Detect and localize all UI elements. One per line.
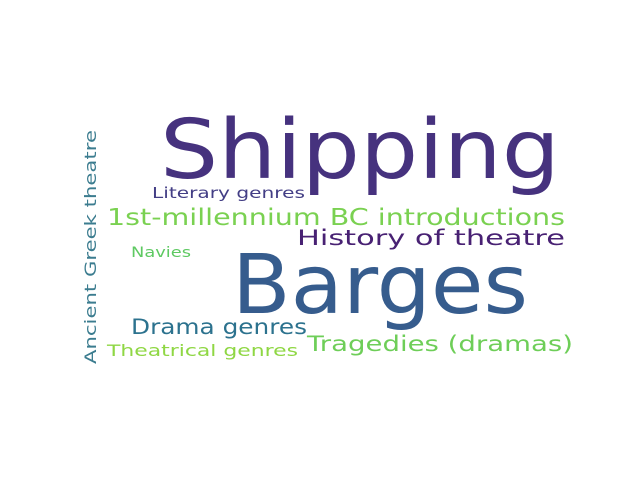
word-tragedies-dramas: Tragedies (dramas) [307, 332, 573, 356]
word-shipping: Shipping [160, 103, 560, 198]
word-1st-millennium-bc-introductions: 1st-millennium BC introductions [107, 205, 565, 231]
word-theatrical-genres: Theatrical genres [107, 341, 298, 360]
word-ancient-greek-theatre: Ancient Greek theatre [81, 130, 100, 364]
word-history-of-theatre: History of theatre [297, 226, 565, 250]
word-drama-genres: Drama genres [131, 315, 307, 339]
word-barges: Barges [232, 238, 528, 333]
word-literary-genres: Literary genres [152, 184, 305, 202]
word-navies: Navies [131, 245, 191, 261]
